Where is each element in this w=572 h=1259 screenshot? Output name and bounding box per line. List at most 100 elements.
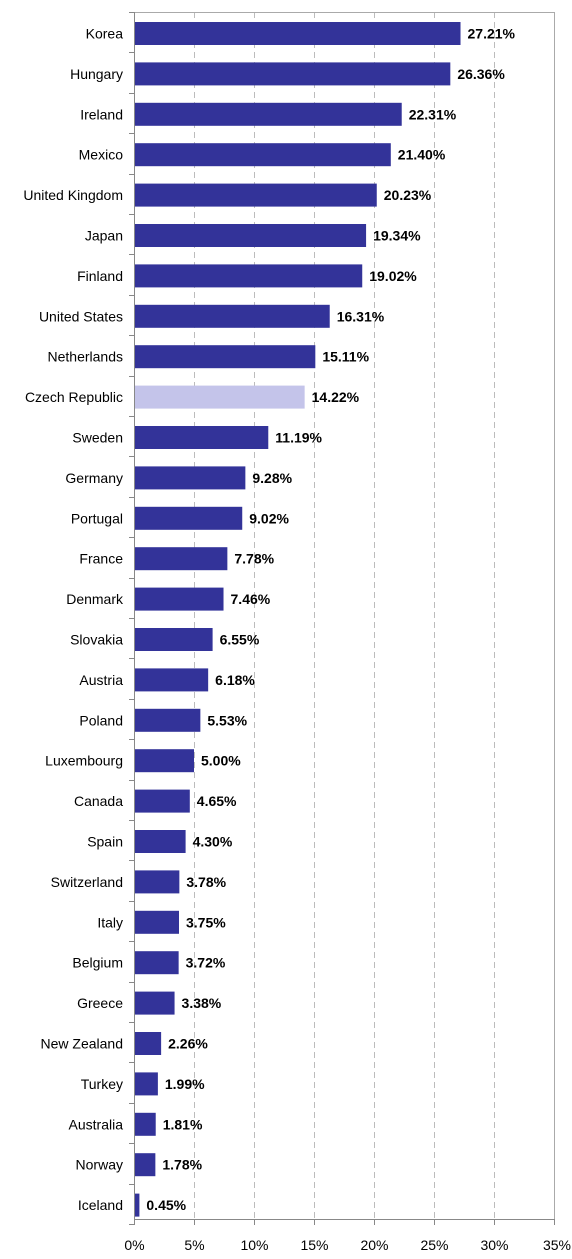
- value-label: 21.40%: [398, 147, 446, 163]
- labels: Korea 27.21% Hungary 26.36% Ireland 22.31% Mex…: [23, 26, 515, 1214]
- bar-canada: [135, 789, 190, 813]
- value-label: 7.46%: [231, 591, 271, 607]
- value-label: 14.22%: [312, 389, 360, 405]
- bar-japan: [135, 224, 367, 247]
- category-label: United States: [39, 308, 123, 324]
- value-label: 1.78%: [162, 1157, 202, 1173]
- bar-hungary: [135, 62, 451, 86]
- bar-united-kingdom: [135, 183, 377, 207]
- value-label: 15.11%: [322, 349, 369, 365]
- category-label: Ireland: [80, 106, 123, 122]
- bar-spain: [135, 830, 186, 853]
- category-label: Turkey: [81, 1076, 123, 1092]
- value-label: 11.19%: [275, 430, 322, 446]
- category-label: Netherlands: [48, 349, 124, 365]
- value-label: 4.30%: [193, 834, 233, 850]
- category-label: Iceland: [78, 1197, 123, 1213]
- value-label: 22.31%: [409, 106, 457, 122]
- bar-ireland: [135, 102, 402, 126]
- value-label: 16.31%: [337, 308, 385, 324]
- value-label: 3.38%: [182, 995, 222, 1011]
- category-label: United Kingdom: [23, 187, 123, 203]
- value-label: 1.99%: [165, 1076, 205, 1092]
- x-tick-label: 25%: [420, 1237, 448, 1253]
- bar-belgium: [135, 951, 179, 975]
- x-tick-label: 30%: [480, 1237, 508, 1253]
- category-label: Sweden: [72, 430, 123, 446]
- bar-denmark: [135, 587, 224, 611]
- category-label: Italy: [97, 914, 123, 930]
- category-label: Hungary: [70, 66, 123, 82]
- value-label: 5.53%: [207, 712, 247, 728]
- bar-germany: [135, 466, 246, 490]
- bar-sweden: [135, 426, 269, 449]
- bar-united-states: [135, 304, 330, 328]
- value-label: 3.78%: [186, 874, 226, 890]
- bar-turkey: [135, 1072, 158, 1096]
- x-tick-label: 35%: [543, 1237, 571, 1253]
- bar-netherlands: [135, 345, 316, 369]
- axes: 0% 5% 10% 15% 20% 25% 30% 35%: [124, 12, 571, 1253]
- value-label: 27.21%: [468, 26, 516, 42]
- category-label: France: [79, 551, 123, 567]
- value-label: 3.72%: [186, 955, 226, 971]
- value-label: 9.02%: [249, 510, 289, 526]
- category-label: Czech Republic: [25, 389, 123, 405]
- bar-poland: [135, 708, 201, 732]
- value-label: 6.55%: [220, 632, 260, 648]
- bar-korea: [135, 22, 461, 45]
- category-label: Korea: [86, 26, 124, 42]
- category-label: Belgium: [72, 955, 123, 971]
- category-label: Japan: [85, 228, 123, 244]
- value-label: 20.23%: [384, 187, 432, 203]
- x-tick-label: 0%: [124, 1237, 144, 1253]
- category-label: Slovakia: [70, 632, 123, 648]
- value-label: 7.78%: [234, 551, 274, 567]
- value-label: 3.75%: [186, 914, 226, 930]
- bar-greece: [135, 991, 175, 1015]
- bar-czech-republic: [135, 385, 305, 409]
- bar-new-zealand: [135, 1032, 162, 1055]
- gridlines: [194, 12, 495, 1219]
- value-label: 6.18%: [215, 672, 255, 688]
- category-label: Portugal: [71, 510, 123, 526]
- bar-australia: [135, 1112, 156, 1136]
- bar-france: [135, 547, 228, 571]
- x-tick-label: 10%: [240, 1237, 268, 1253]
- bar-switzerland: [135, 870, 180, 894]
- value-label: 1.81%: [163, 1116, 203, 1132]
- bar-portugal: [135, 506, 243, 530]
- bar-italy: [135, 910, 179, 934]
- category-label: New Zealand: [41, 1036, 124, 1052]
- category-label: Canada: [74, 793, 123, 809]
- value-label: 26.36%: [457, 66, 505, 82]
- value-label: 9.28%: [252, 470, 292, 486]
- category-label: Luxembourg: [45, 753, 123, 769]
- value-label: 5.00%: [201, 753, 241, 769]
- category-label: Australia: [69, 1116, 124, 1132]
- category-label: Switzerland: [51, 874, 123, 890]
- bar-slovakia: [135, 628, 213, 651]
- bar-austria: [135, 668, 209, 692]
- bar-norway: [135, 1153, 156, 1177]
- category-label: Germany: [65, 470, 123, 486]
- category-label: Spain: [87, 834, 123, 850]
- category-label: Mexico: [79, 147, 124, 163]
- category-label: Greece: [77, 995, 123, 1011]
- x-tick-label: 20%: [360, 1237, 388, 1253]
- value-label: 4.65%: [197, 793, 237, 809]
- bar-mexico: [135, 143, 391, 167]
- bar-finland: [135, 264, 363, 288]
- value-label: 19.02%: [369, 268, 417, 284]
- x-tick-label: 5%: [184, 1237, 204, 1253]
- x-tick-label: 15%: [300, 1237, 328, 1253]
- bar-iceland: [135, 1193, 140, 1217]
- value-label: 0.45%: [146, 1197, 186, 1213]
- category-label: Norway: [76, 1157, 123, 1173]
- category-label: Finland: [77, 268, 123, 284]
- bar-luxembourg: [135, 749, 194, 773]
- category-label: Poland: [79, 712, 123, 728]
- value-label: 2.26%: [168, 1036, 208, 1052]
- value-label: 19.34%: [373, 228, 421, 244]
